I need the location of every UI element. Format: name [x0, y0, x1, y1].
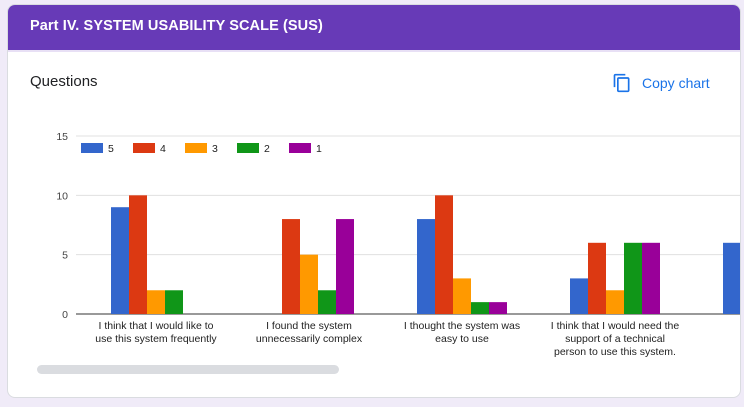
bar-3-series-1	[642, 242, 660, 314]
bar-2-series-4	[435, 195, 453, 314]
y-tick-label: 10	[56, 190, 68, 202]
x-category-label: I found the system	[266, 320, 352, 332]
copy-chart-label: Copy chart	[642, 75, 710, 91]
bar-0-series-5	[111, 207, 129, 314]
bar-3-series-4	[588, 242, 606, 314]
bar-2-series-1	[489, 302, 507, 314]
bar-2-series-3	[453, 278, 471, 314]
legend-label-2: 2	[264, 143, 270, 155]
copy-icon	[613, 73, 630, 93]
bar-0-series-3	[147, 290, 165, 314]
bar-chart: 0 5 10 15 I think that I would like to use th…	[8, 123, 740, 368]
bar-0-series-2	[165, 290, 183, 314]
x-category-label: use this system frequently	[95, 333, 217, 345]
bar-1-series-3	[300, 254, 318, 314]
legend-swatch-1	[289, 143, 311, 153]
y-tick-label: 15	[56, 131, 68, 143]
legend-swatch-4	[133, 143, 155, 153]
copy-chart-button[interactable]: Copy chart	[612, 69, 710, 97]
legend-swatch-2	[237, 143, 259, 153]
x-category-label: I thought the system was	[404, 320, 520, 332]
section-title: Part IV. SYSTEM USABILITY SCALE (SUS)	[30, 18, 323, 34]
legend-swatch-5	[81, 143, 103, 153]
legend-label-5: 5	[108, 143, 114, 155]
legend-label-1: 1	[316, 143, 322, 155]
x-category-label: I think that I would like to	[99, 320, 214, 332]
bar-1-series-2	[318, 290, 336, 314]
legend-swatch-3	[185, 143, 207, 153]
bar-3-series-3	[606, 290, 624, 314]
header-divider	[8, 50, 740, 52]
x-category-label: unnecessarily complex	[256, 333, 363, 345]
bar-4-series-5	[723, 242, 740, 314]
x-category-label: easy to use	[435, 333, 489, 345]
y-tick-label: 5	[62, 250, 68, 262]
x-category-label: support of a technical	[565, 333, 665, 345]
horizontal-scrollbar[interactable]	[37, 365, 339, 374]
bar-1-series-4	[282, 219, 300, 314]
legend-label-3: 3	[212, 143, 218, 155]
x-category-label: I think that I would need the	[551, 320, 680, 332]
bar-1-series-1	[336, 219, 354, 314]
bar-0-series-4	[129, 195, 147, 314]
legend-label-4: 4	[160, 143, 166, 155]
bar-3-series-5	[570, 278, 588, 314]
section-header: Part IV. SYSTEM USABILITY SCALE (SUS)	[8, 5, 740, 50]
bar-2-series-2	[471, 302, 489, 314]
y-tick-label: 0	[62, 309, 68, 321]
bar-3-series-2	[624, 242, 642, 314]
x-category-label: person to use this system.	[554, 346, 676, 358]
chart-card: Part IV. SYSTEM USABILITY SCALE (SUS) Qu…	[7, 4, 741, 398]
bar-2-series-5	[417, 219, 435, 314]
questions-label: Questions	[30, 73, 98, 90]
